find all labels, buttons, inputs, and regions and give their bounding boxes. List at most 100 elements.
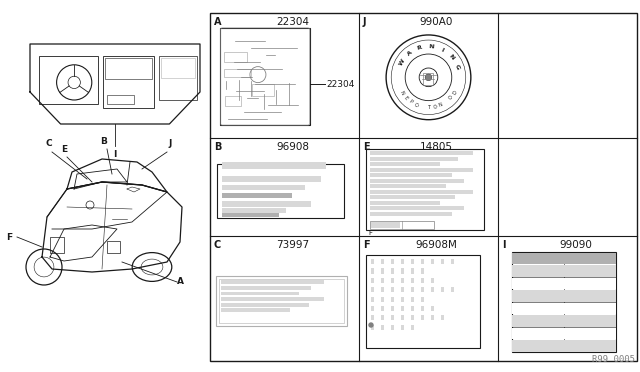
Text: R99 0005: R99 0005 xyxy=(592,355,635,364)
Bar xyxy=(223,201,311,206)
Bar xyxy=(512,340,616,352)
Bar xyxy=(371,222,400,228)
Bar xyxy=(369,190,474,194)
Bar xyxy=(105,58,152,79)
Text: A: A xyxy=(214,17,221,27)
Bar xyxy=(512,253,616,264)
Bar xyxy=(210,13,637,361)
Text: E: E xyxy=(61,144,67,154)
Circle shape xyxy=(425,74,432,81)
Text: G: G xyxy=(454,64,460,70)
Bar xyxy=(512,290,616,302)
Bar xyxy=(366,150,484,230)
Bar xyxy=(161,58,195,78)
Bar xyxy=(369,179,464,183)
Bar xyxy=(381,324,383,330)
Bar xyxy=(223,208,286,213)
Bar xyxy=(369,195,454,199)
Bar xyxy=(410,324,413,330)
Bar xyxy=(221,280,324,284)
Bar xyxy=(381,259,383,264)
Bar xyxy=(420,296,424,302)
Bar xyxy=(369,206,464,210)
Bar xyxy=(216,276,347,326)
Bar xyxy=(431,287,433,292)
Bar xyxy=(420,315,424,320)
Bar xyxy=(420,287,424,292)
Bar xyxy=(219,279,344,323)
Bar xyxy=(369,221,435,229)
Text: R: R xyxy=(417,45,423,51)
Bar xyxy=(512,315,616,327)
Bar xyxy=(218,164,344,218)
Text: F: F xyxy=(6,232,12,241)
Bar xyxy=(223,212,280,217)
Bar xyxy=(221,308,290,312)
Bar xyxy=(369,212,452,216)
Bar xyxy=(369,151,474,155)
Bar xyxy=(371,278,374,283)
Text: E: E xyxy=(363,142,370,152)
Bar xyxy=(223,162,326,169)
Bar xyxy=(369,201,440,205)
Bar xyxy=(420,269,424,274)
Text: C: C xyxy=(214,240,221,250)
Text: O: O xyxy=(448,95,454,101)
Bar xyxy=(223,185,305,190)
Text: D: D xyxy=(452,90,458,96)
Bar xyxy=(369,157,458,161)
Text: A: A xyxy=(406,50,413,57)
Bar xyxy=(381,315,383,320)
Bar xyxy=(451,259,454,264)
Text: N: N xyxy=(428,44,434,50)
Bar xyxy=(410,296,413,302)
Text: B: B xyxy=(100,137,108,145)
Bar xyxy=(221,303,308,307)
Text: J: J xyxy=(168,140,172,148)
Text: C: C xyxy=(45,140,52,148)
Bar xyxy=(221,297,324,301)
Bar xyxy=(369,185,446,188)
Text: 990A0: 990A0 xyxy=(420,17,453,27)
Bar xyxy=(431,259,433,264)
Bar xyxy=(401,296,404,302)
Bar xyxy=(369,162,440,166)
Bar xyxy=(401,287,404,292)
Text: 22304: 22304 xyxy=(276,17,309,27)
Bar xyxy=(369,168,474,172)
Bar xyxy=(369,173,452,177)
Bar xyxy=(401,278,404,283)
Text: E: E xyxy=(403,95,409,100)
Bar xyxy=(371,324,374,330)
Bar xyxy=(366,255,480,348)
Bar xyxy=(424,73,433,85)
Text: 99090: 99090 xyxy=(559,240,592,250)
Bar xyxy=(371,269,374,274)
Bar xyxy=(410,287,413,292)
Text: 22304: 22304 xyxy=(326,80,355,89)
Bar xyxy=(410,306,413,311)
Text: N: N xyxy=(399,90,405,96)
Bar xyxy=(390,287,394,292)
Bar xyxy=(440,287,444,292)
Bar xyxy=(381,296,383,302)
Bar xyxy=(103,56,154,108)
Bar xyxy=(252,84,274,96)
Bar xyxy=(371,315,374,320)
Bar xyxy=(221,292,299,295)
Circle shape xyxy=(369,323,373,327)
Bar xyxy=(512,265,616,277)
Bar xyxy=(371,287,374,292)
Bar xyxy=(512,253,616,352)
Text: F: F xyxy=(368,230,372,236)
Bar xyxy=(440,315,444,320)
Text: 73997: 73997 xyxy=(276,240,309,250)
Text: 96908M: 96908M xyxy=(415,240,458,250)
Bar xyxy=(431,315,433,320)
Bar xyxy=(221,286,311,290)
Text: 96908: 96908 xyxy=(276,142,309,152)
Bar xyxy=(38,56,98,104)
Bar xyxy=(390,278,394,283)
Text: O: O xyxy=(433,104,437,110)
Text: T: T xyxy=(427,105,430,110)
